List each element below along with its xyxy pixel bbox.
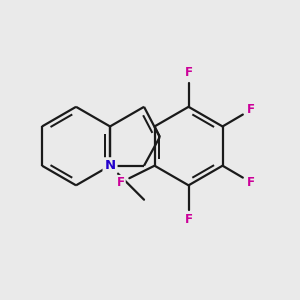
Text: N: N — [104, 159, 116, 172]
Text: F: F — [247, 103, 255, 116]
Text: F: F — [184, 66, 193, 79]
Text: F: F — [117, 176, 124, 189]
Text: F: F — [247, 176, 255, 189]
Text: F: F — [184, 213, 193, 226]
